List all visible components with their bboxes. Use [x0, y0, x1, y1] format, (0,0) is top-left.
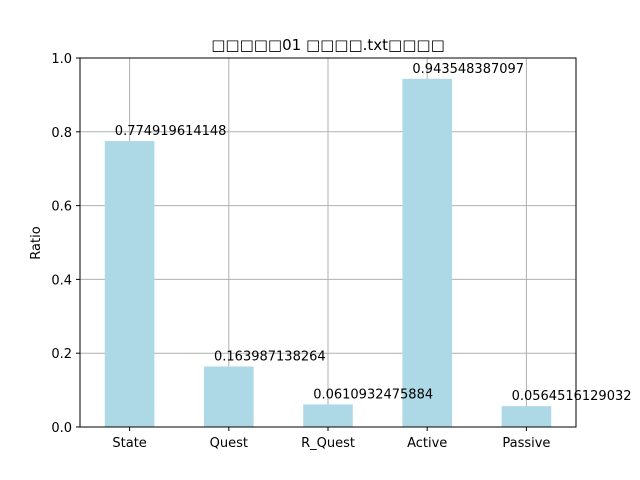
y-tick-label: 0.4	[51, 273, 72, 288]
y-tick-label: 0.6	[51, 200, 72, 215]
data-labels: 0.774919614148 0.163987138264 0.0610932475…	[115, 62, 632, 404]
data-label: 0.0610932475884	[313, 387, 433, 402]
y-tick-label: 1.0	[51, 52, 72, 67]
y-tick-label: 0.8	[51, 126, 72, 141]
x-tick-label: Active	[407, 436, 447, 451]
x-tick-label: State	[112, 436, 146, 451]
bar-state	[104, 141, 155, 427]
data-label: 0.163987138264	[214, 349, 326, 364]
bar-r-quest	[303, 404, 353, 427]
x-tick-label: Passive	[502, 436, 550, 451]
bars	[104, 78, 552, 428]
plot-frame	[79, 57, 577, 428]
bar-active	[402, 78, 452, 428]
bar-passive	[501, 406, 552, 427]
chart-title: □□□□□01 □□□□.txt□□□□	[211, 36, 445, 54]
y-tick-label: 0.0	[51, 421, 72, 436]
y-tick-label: 0.2	[51, 347, 72, 362]
x-tick-label: Quest	[210, 436, 248, 451]
bar-quest	[204, 366, 254, 427]
y-axis-title: Ratio	[29, 226, 44, 259]
axis-ticks: 0.0 0.2 0.4 0.6 0.8 1.0 State Quest R_Quest Activ…	[51, 52, 550, 451]
data-label: 0.774919614148	[115, 124, 227, 139]
data-label: 0.0564516129032	[512, 389, 632, 404]
x-tick-label: R_Quest	[301, 436, 355, 451]
data-label: 0.943548387097	[412, 62, 524, 77]
